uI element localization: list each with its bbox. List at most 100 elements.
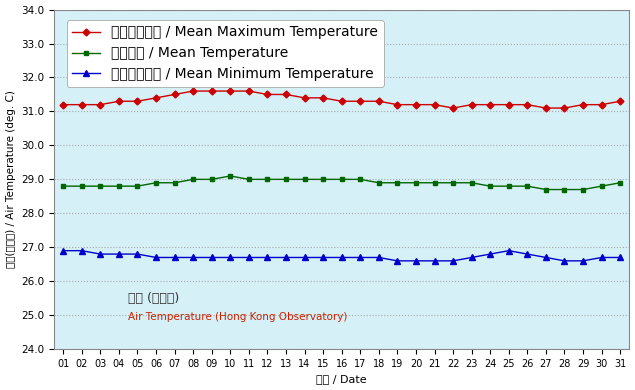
平均氣溫 / Mean Temperature [152, 181, 160, 185]
平均最高氣溫 / Mean Maximum Temperature [78, 102, 86, 107]
平均氣溫 / Mean Temperature [450, 181, 457, 185]
平均氣溫 / Mean Temperature [282, 177, 290, 182]
平均最高氣溫 / Mean Maximum Temperature [412, 102, 420, 107]
平均氣溫 / Mean Temperature [505, 184, 512, 188]
平均最低氣溫 / Mean Minimum Temperature [264, 255, 271, 260]
平均氣溫 / Mean Temperature [561, 187, 568, 192]
平均氣溫 / Mean Temperature [227, 174, 234, 178]
平均最低氣溫 / Mean Minimum Temperature [282, 255, 290, 260]
Text: Air Temperature (Hong Kong Observatory): Air Temperature (Hong Kong Observatory) [128, 312, 347, 322]
平均氣溫 / Mean Temperature [245, 177, 253, 182]
平均最低氣溫 / Mean Minimum Temperature [208, 255, 215, 260]
平均最高氣溫 / Mean Maximum Temperature [468, 102, 476, 107]
平均最高氣溫 / Mean Maximum Temperature [338, 99, 345, 104]
平均最高氣溫 / Mean Maximum Temperature [523, 102, 531, 107]
平均氣溫 / Mean Temperature [264, 177, 271, 182]
平均最高氣溫 / Mean Maximum Temperature [189, 89, 197, 93]
平均最高氣溫 / Mean Maximum Temperature [375, 99, 383, 104]
Legend: 平均最高氣溫 / Mean Maximum Temperature, 平均氣溫 / Mean Temperature, 平均最低氣溫 / Mean Minimu: 平均最高氣溫 / Mean Maximum Temperature, 平均氣溫 … [67, 20, 384, 87]
平均最低氣溫 / Mean Minimum Temperature [598, 255, 605, 260]
平均最低氣溫 / Mean Minimum Temperature [617, 255, 624, 260]
平均最高氣溫 / Mean Maximum Temperature [152, 96, 160, 100]
平均氣溫 / Mean Temperature [171, 181, 178, 185]
平均最高氣溫 / Mean Maximum Temperature [598, 102, 605, 107]
平均最低氣溫 / Mean Minimum Temperature [356, 255, 364, 260]
平均最高氣溫 / Mean Maximum Temperature [319, 96, 327, 100]
平均最低氣溫 / Mean Minimum Temperature [431, 259, 438, 263]
平均氣溫 / Mean Temperature [134, 184, 142, 188]
平均最低氣溫 / Mean Minimum Temperature [468, 255, 476, 260]
平均最低氣溫 / Mean Minimum Temperature [171, 255, 178, 260]
平均氣溫 / Mean Temperature [431, 181, 438, 185]
平均最低氣溫 / Mean Minimum Temperature [152, 255, 160, 260]
平均氣溫 / Mean Temperature [542, 187, 550, 192]
平均最高氣溫 / Mean Maximum Temperature [486, 102, 494, 107]
平均最低氣溫 / Mean Minimum Temperature [115, 252, 123, 256]
平均最低氣溫 / Mean Minimum Temperature [319, 255, 327, 260]
平均最低氣溫 / Mean Minimum Temperature [78, 248, 86, 253]
平均最高氣溫 / Mean Maximum Temperature [245, 89, 253, 93]
平均氣溫 / Mean Temperature [60, 184, 67, 188]
平均氣溫 / Mean Temperature [301, 177, 309, 182]
平均最高氣溫 / Mean Maximum Temperature [208, 89, 215, 93]
平均氣溫 / Mean Temperature [115, 184, 123, 188]
平均最低氣溫 / Mean Minimum Temperature [189, 255, 197, 260]
平均最高氣溫 / Mean Maximum Temperature [579, 102, 587, 107]
平均最高氣溫 / Mean Maximum Temperature [97, 102, 104, 107]
平均氣溫 / Mean Temperature [189, 177, 197, 182]
平均氣溫 / Mean Temperature [208, 177, 215, 182]
平均最低氣溫 / Mean Minimum Temperature [394, 259, 401, 263]
平均最低氣溫 / Mean Minimum Temperature [338, 255, 345, 260]
平均最高氣溫 / Mean Maximum Temperature [134, 99, 142, 104]
平均最高氣溫 / Mean Maximum Temperature [431, 102, 438, 107]
平均最高氣溫 / Mean Maximum Temperature [505, 102, 512, 107]
Line: 平均最低氣溫 / Mean Minimum Temperature: 平均最低氣溫 / Mean Minimum Temperature [60, 248, 623, 264]
平均最高氣溫 / Mean Maximum Temperature [301, 96, 309, 100]
平均最低氣溫 / Mean Minimum Temperature [375, 255, 383, 260]
平均最高氣溫 / Mean Maximum Temperature [171, 92, 178, 97]
平均最高氣溫 / Mean Maximum Temperature [617, 99, 624, 104]
平均最低氣溫 / Mean Minimum Temperature [227, 255, 234, 260]
Y-axis label: 氣溫(攝氏度) / Air Temperature (deg. C): 氣溫(攝氏度) / Air Temperature (deg. C) [6, 90, 15, 268]
Line: 平均最高氣溫 / Mean Maximum Temperature: 平均最高氣溫 / Mean Maximum Temperature [61, 89, 622, 110]
平均最低氣溫 / Mean Minimum Temperature [486, 252, 494, 256]
平均最高氣溫 / Mean Maximum Temperature [282, 92, 290, 97]
平均氣溫 / Mean Temperature [579, 187, 587, 192]
平均最低氣溫 / Mean Minimum Temperature [542, 255, 550, 260]
平均最高氣溫 / Mean Maximum Temperature [264, 92, 271, 97]
平均最低氣溫 / Mean Minimum Temperature [412, 259, 420, 263]
平均最高氣溫 / Mean Maximum Temperature [561, 106, 568, 110]
Line: 平均氣溫 / Mean Temperature: 平均氣溫 / Mean Temperature [61, 174, 622, 192]
平均最高氣溫 / Mean Maximum Temperature [394, 102, 401, 107]
平均最低氣溫 / Mean Minimum Temperature [523, 252, 531, 256]
平均氣溫 / Mean Temperature [97, 184, 104, 188]
平均氣溫 / Mean Temperature [598, 184, 605, 188]
平均最低氣溫 / Mean Minimum Temperature [97, 252, 104, 256]
X-axis label: 日期 / Date: 日期 / Date [316, 374, 367, 385]
平均氣溫 / Mean Temperature [486, 184, 494, 188]
平均最低氣溫 / Mean Minimum Temperature [505, 248, 512, 253]
平均氣溫 / Mean Temperature [468, 181, 476, 185]
平均氣溫 / Mean Temperature [394, 181, 401, 185]
平均最低氣溫 / Mean Minimum Temperature [450, 259, 457, 263]
平均氣溫 / Mean Temperature [338, 177, 345, 182]
平均最低氣溫 / Mean Minimum Temperature [134, 252, 142, 256]
平均最高氣溫 / Mean Maximum Temperature [115, 99, 123, 104]
平均最低氣溫 / Mean Minimum Temperature [60, 248, 67, 253]
平均最低氣溫 / Mean Minimum Temperature [245, 255, 253, 260]
平均氣溫 / Mean Temperature [356, 177, 364, 182]
平均氣溫 / Mean Temperature [617, 181, 624, 185]
平均最低氣溫 / Mean Minimum Temperature [579, 259, 587, 263]
平均最高氣溫 / Mean Maximum Temperature [60, 102, 67, 107]
平均氣溫 / Mean Temperature [375, 181, 383, 185]
平均氣溫 / Mean Temperature [319, 177, 327, 182]
Text: 氣溫 (天文台): 氣溫 (天文台) [128, 292, 180, 305]
平均最低氣溫 / Mean Minimum Temperature [561, 259, 568, 263]
平均最高氣溫 / Mean Maximum Temperature [450, 106, 457, 110]
平均氣溫 / Mean Temperature [78, 184, 86, 188]
平均最高氣溫 / Mean Maximum Temperature [227, 89, 234, 93]
平均氣溫 / Mean Temperature [523, 184, 531, 188]
平均最高氣溫 / Mean Maximum Temperature [356, 99, 364, 104]
平均最低氣溫 / Mean Minimum Temperature [301, 255, 309, 260]
平均最高氣溫 / Mean Maximum Temperature [542, 106, 550, 110]
